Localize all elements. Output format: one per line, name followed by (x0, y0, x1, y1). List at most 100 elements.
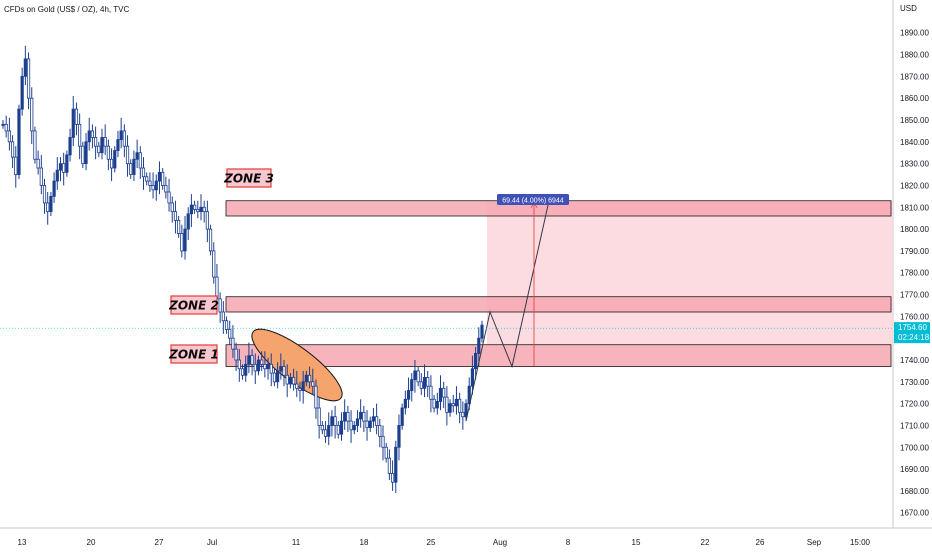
candle-body (375, 416, 379, 426)
projection-path (465, 200, 550, 422)
candle-body (106, 145, 110, 160)
price-tick-label: 1730.00 (900, 378, 929, 387)
candle-body (285, 374, 289, 385)
candle-body (173, 211, 178, 221)
zone-label-box (226, 168, 272, 188)
price-tick-label: 1690.00 (900, 465, 929, 474)
candle-body (196, 209, 200, 213)
candle-body (141, 167, 146, 178)
candle-body (368, 420, 372, 429)
candle-body (346, 411, 350, 422)
candle-body (330, 416, 334, 426)
candle-body (192, 204, 197, 210)
candle-body (397, 425, 401, 448)
price-tick-label: 1710.00 (900, 421, 929, 430)
candle-body (55, 169, 59, 182)
zone-label-text: ZONE 2 (168, 299, 219, 313)
last-price-value: 1754.60 (898, 323, 927, 332)
price-tick-label: 1890.00 (900, 29, 929, 38)
candle-body (129, 163, 133, 175)
candle-body (474, 353, 478, 370)
candle-body (298, 387, 302, 391)
zone-box (225, 296, 892, 313)
candle-body (170, 202, 174, 213)
time-tick-label: 11 (292, 538, 301, 547)
price-tick-label: 1800.00 (900, 225, 929, 234)
candle-body (119, 130, 123, 141)
candle-body (14, 156, 18, 175)
candle-body (122, 130, 126, 147)
candle-body (65, 154, 69, 173)
candle-body (247, 355, 251, 365)
candle-body (384, 446, 388, 459)
candle-body (145, 176, 149, 182)
price-tick-label: 1860.00 (900, 94, 929, 103)
candle-body (161, 171, 165, 186)
candle-body (269, 363, 273, 374)
candle-body (451, 403, 455, 407)
candle-body (467, 385, 471, 405)
candle-body (97, 145, 101, 154)
candle-body (419, 381, 423, 389)
zone-label-text: ZONE 3 (223, 172, 274, 186)
candlestick-series (1, 45, 484, 494)
candle-body (355, 418, 360, 426)
candle-body (464, 403, 468, 418)
candle-body (400, 407, 404, 426)
candle-body (224, 320, 229, 330)
candle-body (180, 233, 184, 252)
candle-body (100, 137, 104, 154)
price-tick-label: 1780.00 (900, 269, 929, 278)
candle-body (7, 130, 11, 143)
candle-body (327, 425, 331, 437)
price-tick-label: 1700.00 (900, 443, 929, 452)
measure-label: 69.44 (4.00%) 6944 (502, 198, 564, 205)
candle-body (205, 211, 209, 230)
candle-body (231, 337, 235, 350)
candle-body (228, 329, 232, 339)
candle-body (343, 411, 347, 422)
candle-body (84, 141, 88, 165)
time-tick-label: 13 (18, 538, 27, 547)
chart-title: CFDs on Gold (US$ / OZ), 4h, TVC (4, 5, 130, 14)
time-tick-label: Jul (207, 538, 217, 547)
candle-body (20, 75, 24, 110)
candle-body (199, 206, 203, 213)
candle-body (26, 58, 31, 99)
candle-body (429, 385, 433, 400)
candle-body (240, 368, 245, 376)
zone-label-text: ZONE 1 (168, 348, 219, 362)
candle-body (42, 185, 47, 204)
bar-countdown: 02:24:18 (898, 333, 930, 342)
zone-label-box (170, 344, 218, 364)
price-tick-label: 1770.00 (900, 291, 929, 300)
candle-body (403, 398, 407, 409)
candle-body (94, 137, 98, 147)
candle-body (202, 206, 206, 213)
last-price-tag-bg (894, 322, 930, 344)
candle-body (263, 363, 267, 370)
time-tick-label: 15:00 (850, 538, 871, 547)
candle-body (154, 180, 158, 191)
price-tick-label: 1880.00 (900, 51, 929, 60)
time-tick-label: 20 (87, 538, 96, 547)
candle-body (381, 435, 385, 448)
candle-body (336, 425, 340, 435)
candle-body (365, 420, 369, 429)
candle-body (387, 457, 391, 474)
candle-body (359, 411, 363, 420)
candle-body (458, 398, 462, 413)
candle-body (151, 185, 155, 191)
time-tick-label: Aug (493, 538, 507, 547)
candle-body (378, 425, 382, 437)
candle-body (189, 204, 194, 215)
price-tick-label: 1740.00 (900, 356, 929, 365)
candle-body (62, 163, 66, 173)
price-tick-label: 1850.00 (900, 116, 929, 125)
candle-body (125, 145, 130, 165)
candle-body (49, 195, 53, 213)
candle-body (46, 202, 50, 213)
candle-body (253, 363, 257, 372)
candle-body (81, 145, 85, 165)
